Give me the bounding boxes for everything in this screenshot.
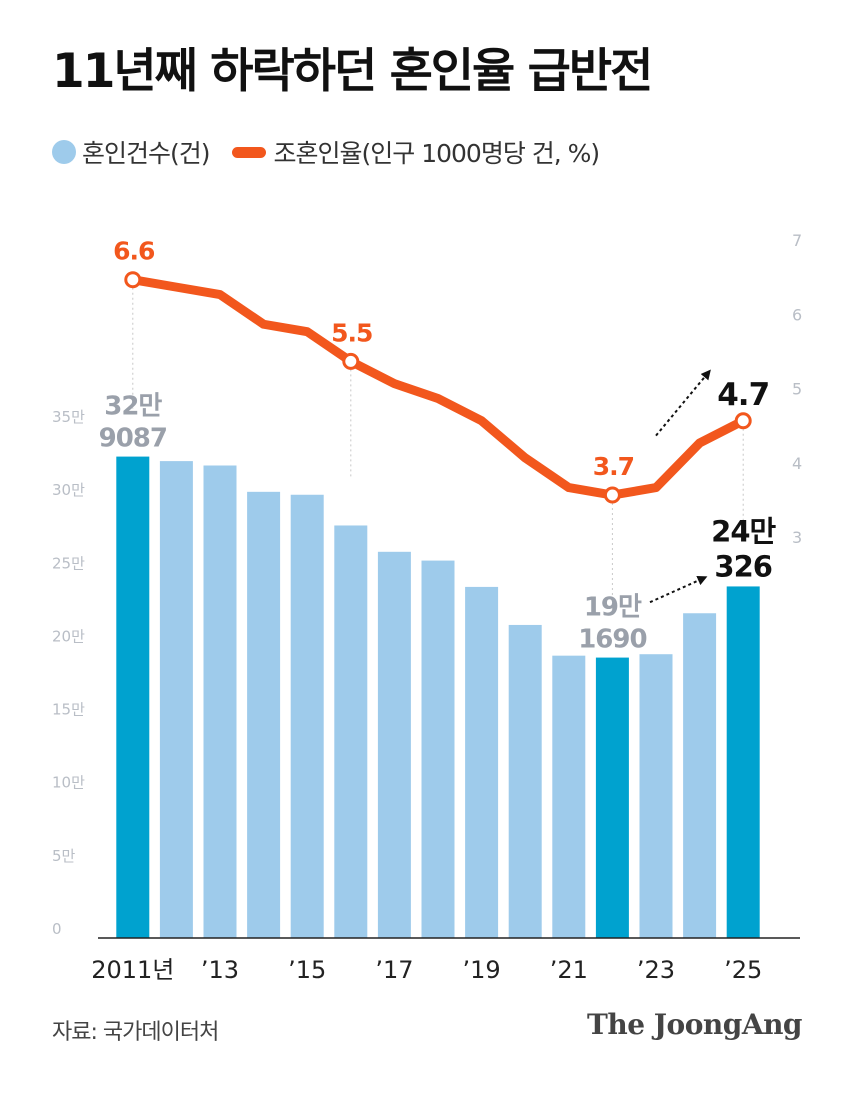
legend-line-label: 조혼인율(인구 1000명당 건, %) — [273, 139, 601, 168]
line-point-marker — [734, 412, 752, 430]
y-right-tick-label: 7 — [792, 231, 802, 250]
legend-item-line: 조혼인율(인구 1000명당 건, %) — [231, 134, 601, 170]
trend-arrow-rate — [655, 369, 711, 437]
bar-2013 — [203, 465, 237, 938]
line-data-label: 4.7 — [717, 377, 769, 413]
bar-data-label: 32만 — [104, 392, 162, 422]
bar-2022 — [595, 657, 629, 938]
bar-2023 — [639, 654, 673, 938]
x-tick-label: ’15 — [288, 956, 326, 984]
y-left-tick-label: 15만 — [52, 701, 85, 719]
bar-2012 — [159, 461, 193, 938]
bar-2014 — [247, 491, 281, 938]
bar-2016 — [334, 525, 368, 938]
y-right-tick-label: 5 — [792, 380, 802, 399]
bar-2018 — [421, 560, 455, 938]
y-left-tick-label: 20만 — [52, 627, 85, 645]
bar-2015 — [290, 494, 324, 938]
chart-title: 11년째 하락하던 혼인율 급반전 — [52, 44, 653, 99]
bar-2021 — [552, 655, 586, 938]
y-left-tick-label: 30만 — [52, 481, 85, 499]
bar-2024 — [683, 613, 717, 938]
y-left-tick-label: 25만 — [52, 554, 85, 572]
y-left-tick-label: 0 — [52, 920, 62, 938]
legend-bar-label: 혼인건수(건) — [82, 139, 211, 168]
legend-line-swatch — [231, 146, 266, 158]
bar-2019 — [465, 586, 499, 938]
source-note: 자료: 국가데이터처 — [52, 1020, 219, 1045]
bar-2020 — [508, 624, 542, 938]
y-right-tick-label: 6 — [792, 305, 802, 324]
legend-bar-swatch — [52, 140, 76, 164]
y-right-tick-label: 4 — [792, 454, 802, 473]
x-tick-label: ’21 — [550, 956, 588, 984]
legend-item-bars: 혼인건수(건) — [52, 134, 211, 170]
line-point-marker — [124, 271, 142, 289]
x-tick-label: 2011년 — [91, 956, 174, 984]
line-data-label: 5.5 — [331, 318, 372, 347]
line-point-marker — [342, 352, 360, 370]
legend: 혼인건수(건) 조혼인율(인구 1000명당 건, %) — [52, 134, 621, 170]
x-tick-label: ’23 — [637, 956, 675, 984]
bar-data-label: 326 — [714, 549, 772, 583]
bar-data-label: 9087 — [99, 424, 167, 454]
y-right-tick-label: 3 — [792, 528, 802, 547]
bar-data-label: 24만 — [711, 514, 776, 548]
x-tick-label: ’25 — [724, 956, 762, 984]
y-left-tick-label: 5만 — [52, 847, 76, 865]
line-data-label: 3.7 — [593, 452, 634, 481]
bar-data-label: 1690 — [578, 625, 646, 655]
bar-2017 — [377, 551, 411, 938]
brand-logo: The JoongAng — [587, 1008, 802, 1041]
trend-arrow-count — [649, 575, 708, 604]
series-line-marriage-rate — [128, 275, 748, 500]
line-data-label: 6.6 — [113, 237, 155, 266]
line-point-marker — [603, 486, 621, 504]
bar-2025 — [726, 586, 760, 938]
x-tick-label: ’19 — [463, 956, 501, 984]
bar-2011 — [116, 456, 150, 938]
x-tick-label: ’17 — [375, 956, 413, 984]
y-left-tick-label: 35만 — [52, 408, 85, 426]
bar-data-label: 19만 — [584, 593, 642, 623]
x-tick-label: ’13 — [201, 956, 239, 984]
y-left-tick-label: 10만 — [52, 774, 85, 792]
